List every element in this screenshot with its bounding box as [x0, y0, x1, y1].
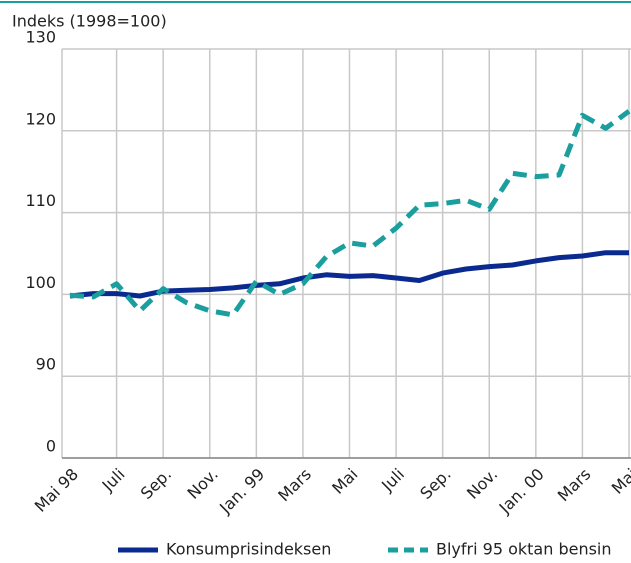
legend-item: Blyfri 95 oktan bensin	[388, 540, 612, 559]
series-line	[69, 109, 631, 318]
x-tick-label: Jan. 99	[215, 465, 268, 518]
x-tick-label: Jan. 00	[495, 465, 548, 518]
x-tick-label: Mai 98	[31, 465, 82, 516]
x-tick-label: Mars	[274, 465, 315, 506]
y-tick-label: 100	[25, 273, 56, 292]
y-tick-label: 90	[36, 355, 56, 374]
y-tick-label: 0	[46, 437, 56, 456]
x-tick-label: Nov.	[463, 465, 501, 503]
legend-label: Konsumprisindeksen	[166, 540, 331, 559]
x-tick-label: Mai	[328, 465, 361, 498]
y-tick-label: 110	[25, 191, 56, 210]
legend-label: Blyfri 95 oktan bensin	[436, 540, 612, 559]
x-tick-label: Sep.	[137, 465, 175, 503]
x-tick-label: Juli	[377, 465, 408, 496]
y-tick-label: 120	[25, 109, 56, 128]
y-tick-label: 130	[25, 28, 56, 47]
y-axis-label: Indeks (1998=100)	[12, 12, 167, 31]
x-tick-label: Mars	[554, 465, 595, 506]
legend-item: Konsumprisindeksen	[118, 540, 331, 559]
x-tick-label: Juli	[98, 465, 129, 496]
x-tick-label: Nov.	[184, 465, 222, 503]
x-tick-label: Sep.	[416, 465, 454, 503]
x-tick-label: Mai	[608, 465, 631, 498]
